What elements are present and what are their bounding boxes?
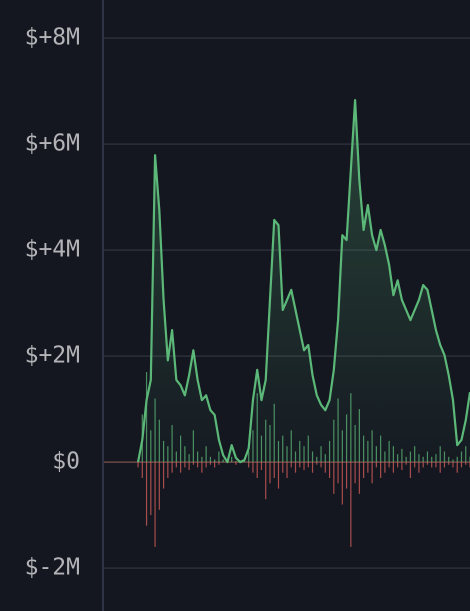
bar [456,462,458,473]
bar [286,462,288,478]
y-tick-label: $+6M [25,131,80,157]
bar [320,462,322,468]
bar [273,462,275,478]
bar [367,462,369,473]
bar [341,462,343,505]
bar [150,462,152,516]
bar [137,462,139,468]
bar [443,462,446,468]
bar [358,462,360,494]
bar [192,462,194,465]
bar [201,462,203,473]
y-tick-label: $+4M [25,237,80,263]
bar [426,462,429,465]
bar [337,462,339,484]
bar [158,462,160,510]
bar [350,462,352,547]
bar [435,462,437,468]
bar [294,462,297,473]
bar [460,462,463,468]
bar [218,462,220,465]
bar [307,462,309,468]
bar [265,462,267,500]
bar [299,462,301,468]
bar [248,462,250,468]
bar [303,462,305,471]
bar [392,462,394,473]
bar [235,462,237,465]
bar [141,462,143,478]
bar [384,462,386,473]
bar [256,462,258,478]
bar [333,462,335,494]
bar [375,462,377,468]
bar [175,462,177,468]
bar [414,462,416,468]
bar [311,462,314,473]
bar [214,462,216,468]
bar [197,462,199,468]
bar [465,462,467,465]
bar [282,462,284,473]
bar [397,462,399,468]
bar [209,462,211,465]
bar [145,462,148,526]
bar [418,462,420,473]
bar [260,462,263,471]
bar [452,462,454,468]
bar [180,462,182,473]
bar [448,462,450,465]
bar [354,462,356,484]
bar [205,462,207,468]
bar [167,462,169,478]
bar [431,462,433,468]
bar [401,462,403,471]
bar [277,462,280,489]
line [136,99,470,464]
y-tick-label: $0 [52,449,80,475]
bar [405,462,407,465]
bar [154,462,156,547]
bar [162,462,165,489]
bar [371,462,373,484]
bar [316,462,318,465]
bar [422,462,424,468]
area [138,100,470,463]
bar [184,462,186,468]
bar [171,462,173,473]
bar [409,462,412,478]
bar [328,462,331,478]
bar [439,462,441,473]
bar [324,462,326,473]
y-tick-label: $+2M [25,343,80,369]
bar [188,462,190,471]
bar [388,462,390,468]
bar [269,462,271,484]
bar [252,462,254,473]
bar [363,462,365,478]
bar [290,462,292,468]
y-tick-label: $+8M [25,25,80,51]
bar [380,462,382,478]
y-tick-label: $-2M [25,555,80,581]
bar [345,462,348,489]
